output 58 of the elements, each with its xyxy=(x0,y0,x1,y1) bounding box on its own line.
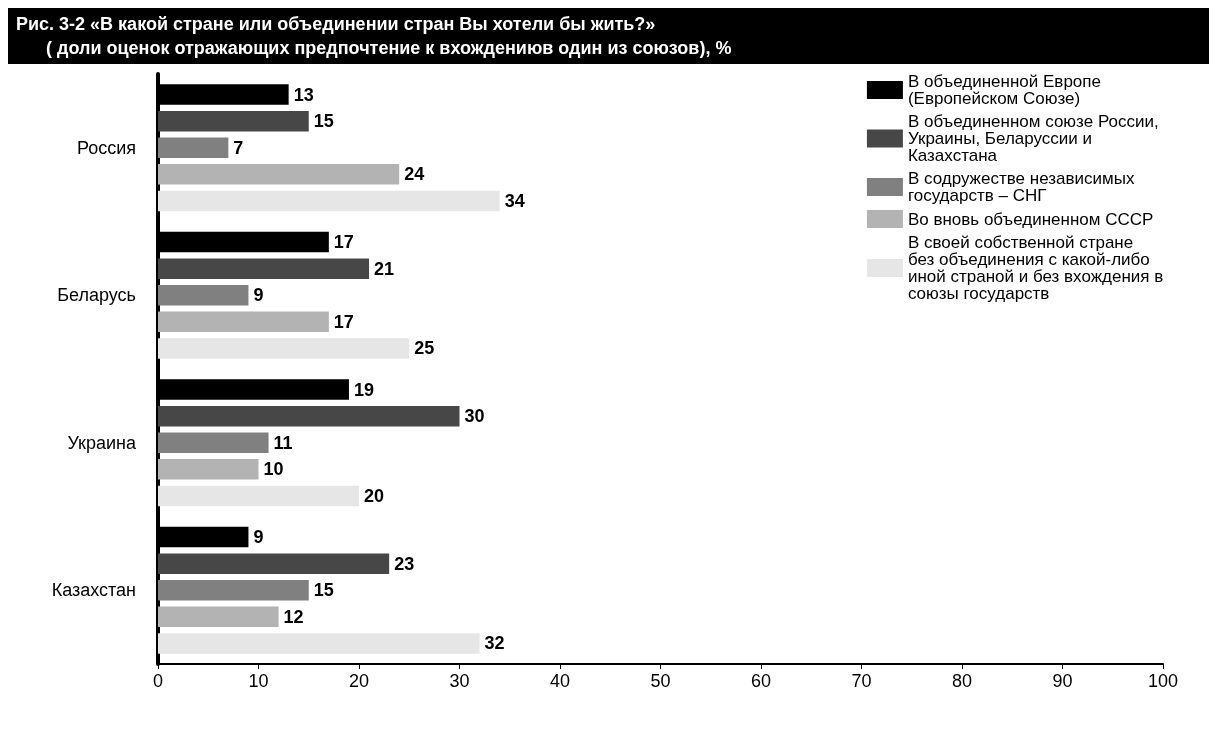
bar xyxy=(158,137,229,158)
data-label: 34 xyxy=(504,190,525,211)
x-tick-label: 80 xyxy=(951,671,973,691)
bar xyxy=(158,285,249,306)
data-label: 15 xyxy=(313,580,334,601)
data-label: 13 xyxy=(293,84,314,105)
x-tick-label: 0 xyxy=(152,671,164,691)
data-label: 17 xyxy=(333,232,354,253)
x-tick-label: 90 xyxy=(1052,671,1073,691)
x-tick-label: 30 xyxy=(449,671,470,691)
legend-label: В содружестве независимых государств – СНГ xyxy=(907,169,1140,205)
data-label: 9 xyxy=(253,527,264,548)
y-tick-label: Россия xyxy=(76,137,136,158)
data-label: 7 xyxy=(233,137,244,158)
bar xyxy=(158,580,309,601)
x-tick-label: 20 xyxy=(348,671,370,691)
data-label: 20 xyxy=(364,485,385,506)
bar xyxy=(158,485,359,507)
data-label: 24 xyxy=(404,164,425,185)
bar xyxy=(158,606,279,628)
y-tick-label: Беларусь xyxy=(57,285,136,306)
x-tick-label: 60 xyxy=(750,671,772,691)
x-tick-label: 10 xyxy=(248,671,269,691)
y-tick-label: Казахстан xyxy=(51,580,136,601)
bar xyxy=(158,633,480,654)
data-label: 10 xyxy=(263,459,284,480)
x-tick-label: 50 xyxy=(650,671,671,691)
chart-subtitle: ( доли оценок отражающих предпочтение к вхождениюв один из союзов), % xyxy=(45,37,733,60)
data-label: 30 xyxy=(464,406,485,427)
legend-label: В своей собственной стране без объединения с какой-либо иной страной и без вхождения в союзы государств xyxy=(907,233,1169,303)
data-label: 21 xyxy=(374,258,395,279)
data-label: 9 xyxy=(253,285,264,306)
bar xyxy=(158,405,460,427)
data-label: 32 xyxy=(484,633,505,654)
bar xyxy=(158,432,269,453)
data-label: 15 xyxy=(313,111,334,132)
bar xyxy=(158,258,370,279)
data-label: 17 xyxy=(333,311,354,332)
bar xyxy=(158,110,309,132)
legend-label: Во вновь объединенном СССР xyxy=(907,209,1154,229)
bar xyxy=(158,190,500,212)
bar xyxy=(158,338,410,359)
data-label: 23 xyxy=(394,553,415,574)
chart-title: Рис. 3-2 «В какой стране или объединении стран Вы хотели бы жить?» xyxy=(16,13,657,36)
y-tick-label: Украина xyxy=(67,432,137,453)
legend-label: В объединенной Европе (Европейском Союзе) xyxy=(907,72,1106,108)
data-label: 25 xyxy=(414,338,435,359)
data-label: 19 xyxy=(353,379,374,400)
bar xyxy=(158,459,259,480)
data-label: 11 xyxy=(273,432,293,453)
bar xyxy=(158,311,329,333)
x-tick-label: 70 xyxy=(851,671,872,691)
bar xyxy=(158,553,390,574)
x-tick-label: 100 xyxy=(1147,671,1179,691)
legend-label: В объединенном союзе России, Украины, Беларуссии и Казахстана xyxy=(907,112,1164,165)
bar xyxy=(158,164,400,185)
data-label: 12 xyxy=(283,606,304,627)
x-tick-label: 40 xyxy=(549,671,571,691)
